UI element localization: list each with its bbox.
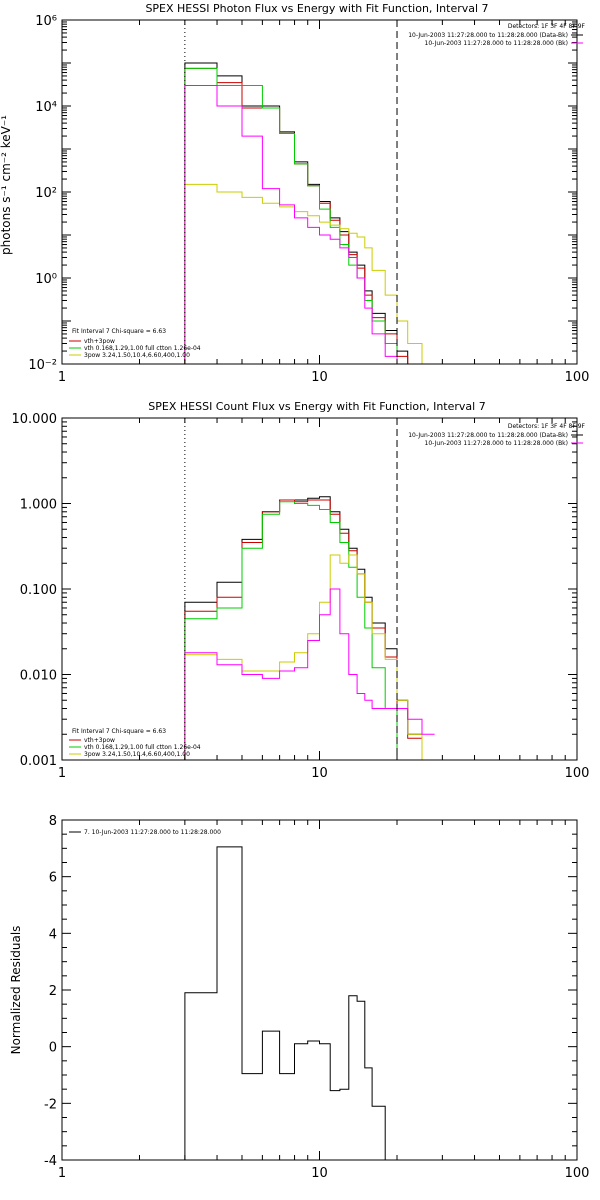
photon-legend-bk: 10-Jun-2003 11:27:28.000 to 11:28:28.000…: [425, 40, 568, 47]
count-legend-detectors: Detectors: 1F 3F 4F 8F 9F: [508, 423, 586, 430]
count-legend-model: vth+3pow: [84, 737, 115, 744]
count-y-tick-label: 0.100: [20, 583, 57, 598]
photon-y-tick-label: 10⁶: [35, 14, 57, 29]
count-legend-3pow: 3pow 3.24,1.50,10.4,6.60,400,1.00: [84, 751, 190, 758]
photon-y-tick-label: 10²: [35, 186, 57, 201]
residuals-y-tick-label: 4: [49, 927, 57, 942]
photon-legend-fit: Fit Interval 7 Chi-square = 6.63: [72, 328, 166, 335]
residuals-y-tick-label: 0: [49, 1041, 57, 1056]
residuals-x-tick-label: 10: [311, 1166, 328, 1181]
photon-legend-model: vth+3pow: [84, 338, 115, 345]
photon-series-bkg: [184, 85, 435, 364]
residuals-series-7: [184, 846, 397, 1160]
count-y-tick-label: 0.001: [20, 754, 57, 769]
residuals-x-tick-label: 1: [58, 1166, 66, 1181]
photon-legend-top-right: Detectors: 1F 3F 4F 8F 9F 10-Jun-2003 11…: [408, 23, 585, 47]
count-plot-area: 1 10 100 0.001 0.010 0.100 1.000 10.000: [12, 412, 590, 781]
photon-legend-vth: vth 0.168,1.29,1.00 full ctton 1.26e-04: [84, 345, 201, 352]
residuals-legend: 7. 10-Jun-2003 11:27:28.000 to 11:28:28.…: [69, 829, 221, 836]
residuals-y-tick-label: 8: [49, 814, 57, 829]
photon-plot-area: 1 10 100 10⁻² 10⁰ 10² 10⁴ 10⁶: [28, 14, 589, 385]
photon-y-tick-label: 10⁰: [35, 272, 57, 287]
count-legend-fit: Fit Interval 7 Chi-square = 6.63: [72, 728, 166, 735]
count-title: SPEX HESSI Count Flux vs Energy with Fit…: [148, 400, 485, 413]
photon-x-tick-label: 100: [565, 370, 590, 385]
residuals-plot-frame: [61, 819, 578, 1161]
count-plot-frame: [61, 417, 578, 761]
count-x-tick-label: 1: [58, 766, 66, 781]
count-legend-top-right: Detectors: 1F 3F 4F 8F 9F 10-Jun-2003 11…: [408, 423, 585, 447]
photon-series-vth-3pow: [184, 67, 435, 364]
count-x-tick-label: 10: [311, 766, 328, 781]
residuals-plot-area: 1 10 100 -4 -2 0 2 4 6 8: [44, 814, 589, 1181]
count-legend-bk: 10-Jun-2003 11:27:28.000 to 11:28:28.000…: [425, 440, 568, 447]
count-legend-data-bk: 10-Jun-2003 11:27:28.000 to 11:28:28.000…: [408, 432, 568, 439]
residuals-y-tick-label: 2: [49, 984, 57, 999]
count-y-tick-label: 0.010: [20, 669, 57, 684]
photon-series-total: [184, 62, 435, 364]
count-legend-bottom-left: Fit Interval 7 Chi-square = 6.63 vth+3po…: [69, 728, 201, 758]
photon-y-axis-label: photons s⁻¹ cm⁻² keV⁻¹: [0, 115, 13, 255]
residuals-y-tick-label: 6: [49, 871, 57, 886]
count-series-bkg: [184, 588, 435, 760]
count-x-tick-label: 100: [565, 766, 590, 781]
residuals-legend-label: 7. 10-Jun-2003 11:27:28.000 to 11:28:28.…: [84, 829, 221, 836]
count-legend-vth: vth 0.168,1.29,1.00 full ctton 1.26e-04: [84, 744, 201, 751]
photon-series-vth: [184, 67, 435, 364]
photon-x-tick-label: 1: [58, 370, 66, 385]
residuals-y-tick-label: -2: [44, 1097, 57, 1112]
residuals-panel: 1 10 100 -4 -2 0 2 4 6 8 Normalized Residuals 7. …: [9, 814, 589, 1181]
photon-legend-3pow: 3pow 3.24,1.50,10.4,6.60,400,1.00: [84, 352, 190, 359]
photon-y-tick-label: 10⁻²: [28, 358, 57, 373]
residuals-x-tick-label: 100: [565, 1166, 590, 1181]
residuals-y-axis-label: Normalized Residuals: [9, 926, 23, 1055]
photon-legend-bottom-left: Fit Interval 7 Chi-square = 6.63 vth+3po…: [69, 328, 201, 359]
photon-panel: SPEX HESSI Photon Flux vs Energy with Fi…: [0, 2, 589, 385]
residuals-y-tick-label: -4: [44, 1154, 57, 1169]
photon-x-tick-label: 10: [311, 370, 328, 385]
photon-y-tick-label: 10⁴: [35, 100, 57, 115]
residuals-series-group: [184, 846, 397, 1160]
count-y-tick-label: 1.000: [20, 498, 57, 513]
count-series-vth: [184, 501, 435, 760]
photon-legend-detectors: Detectors: 1F 3F 4F 8F 9F: [508, 23, 586, 30]
count-y-tick-label: 10.000: [12, 412, 58, 427]
photon-title: SPEX HESSI Photon Flux vs Energy with Fi…: [145, 2, 488, 15]
photon-series-group: [184, 62, 435, 364]
count-panel: SPEX HESSI Count Flux vs Energy with Fit…: [12, 400, 590, 781]
photon-legend-data-bk: 10-Jun-2003 11:27:28.000 to 11:28:28.000…: [408, 32, 568, 39]
